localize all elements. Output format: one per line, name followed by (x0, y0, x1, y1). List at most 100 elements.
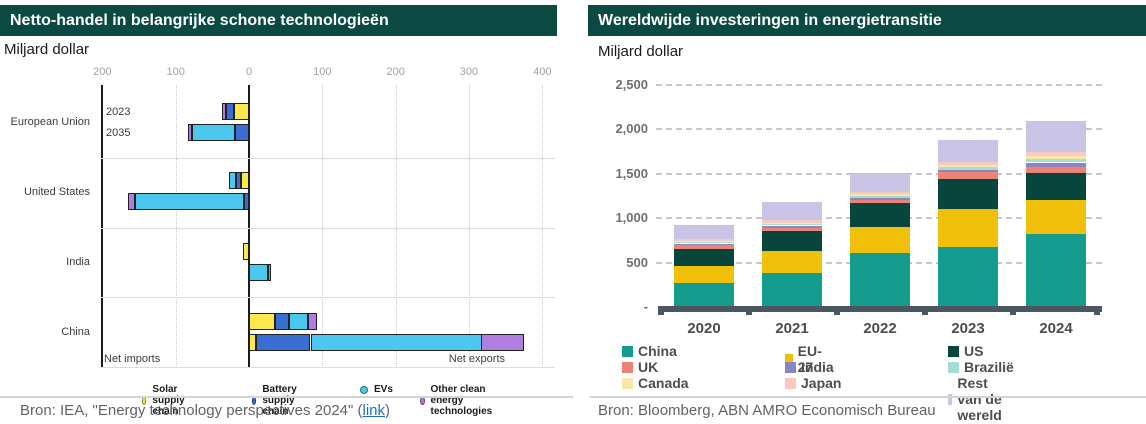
source-link[interactable]: link (362, 402, 386, 419)
stacked-segment-us (1026, 172, 1086, 200)
bar-segment-solar (249, 313, 275, 330)
stacked-segment-brazili- (850, 196, 910, 198)
bar-segment-battery (244, 193, 249, 210)
stacked-segment-canada (1026, 156, 1086, 159)
legend-label: US (964, 343, 984, 359)
x-tick-label: 200 (386, 66, 405, 78)
bar-year-label: 2035 (106, 127, 131, 139)
stacked-segment-us (850, 203, 910, 227)
stacked-segment-india (762, 226, 822, 228)
x-tick-label: 100 (313, 66, 332, 78)
right-chart-source: Bron: Bloomberg, ABN AMRO Economisch Bur… (598, 402, 936, 419)
bar-segment-battery (235, 124, 249, 141)
left-chart-plot-area: 2023 2035 Net imports Net exports (100, 85, 555, 368)
bar-segment-evs (249, 264, 268, 281)
legend-swatch-icon (622, 345, 633, 357)
stacked-segment-rest-van-de-wereld (1026, 121, 1086, 152)
stacked-segment-china (762, 273, 822, 307)
bar-segment-evs (135, 193, 244, 210)
bar-segment-other (308, 313, 317, 330)
x-category-label: 2024 (1039, 320, 1073, 337)
legend-item: Canada (622, 375, 689, 391)
bar-segment-solar (243, 243, 249, 260)
stacked-segment-eu-27 (762, 251, 822, 273)
stacked-segment-rest-van-de-wereld (762, 202, 822, 220)
vertical-gridline (175, 85, 177, 368)
legend-label: EVs (374, 384, 393, 395)
bar-segment-solar (234, 103, 249, 120)
bar-segment-solar (241, 172, 249, 189)
legend-swatch-icon (948, 393, 953, 405)
x-tick-label: 300 (459, 66, 479, 78)
legend-swatch-icon (622, 361, 633, 373)
left-source-suffix: ) (385, 402, 391, 419)
stacked-segment-brazili- (674, 242, 734, 243)
legend-swatch-icon (785, 353, 793, 365)
stacked-segment-india (1026, 163, 1086, 167)
stacked-segment-rest-van-de-wereld (674, 225, 734, 239)
stacked-segment-japan (850, 191, 910, 194)
stacked-segment-brazili- (938, 167, 998, 170)
y-tick-label: 2,000 (615, 121, 648, 136)
stacked-segment-canada (850, 194, 910, 196)
stacked-segment-eu-27 (850, 227, 910, 253)
bar-year-label: 2023 (106, 106, 131, 118)
row-separator (100, 158, 555, 159)
legend-item: EVs (360, 384, 393, 395)
stacked-segment-japan (1026, 152, 1086, 156)
stacked-segment-canada (938, 165, 998, 167)
stacked-segment-rest-van-de-wereld (938, 140, 998, 162)
legend-label: Brazilië (964, 359, 1014, 375)
stacked-segment-china (1026, 234, 1086, 307)
y-tick-label: 2,500 (615, 76, 648, 92)
x-tick-label: 100 (166, 66, 185, 78)
row-separator (100, 367, 555, 368)
category-label: European Union (10, 116, 90, 128)
bar-segment-battery (226, 103, 234, 120)
category-label: India (66, 256, 90, 268)
stacked-segment-us (762, 231, 822, 251)
left-chart-unit-label: Miljard dollar (4, 41, 90, 58)
stacked-segment-canada (762, 223, 822, 224)
legend-item: UK (622, 359, 658, 375)
legend-label: Other clean energy technologies (430, 384, 493, 417)
bar-segment-other (481, 334, 524, 351)
x-category-label: 2020 (687, 320, 721, 337)
vertical-gridline (468, 85, 470, 368)
left-source-prefix: Bron: IEA, "Energy technology perspectiv… (20, 402, 363, 419)
legend-label: China (638, 343, 677, 359)
legend-swatch-icon (948, 361, 959, 373)
x-tick-label: 0 (245, 66, 253, 78)
bar-segment-evs (229, 172, 236, 189)
bar-segment-battery (236, 172, 241, 189)
stacked-segment-uk (1026, 167, 1086, 173)
stacked-segment-india (674, 244, 734, 245)
right-divider (590, 396, 1146, 398)
net-exports-label: Net exports (448, 353, 505, 365)
legend-swatch-icon (948, 345, 959, 357)
stacked-segment-china (850, 253, 910, 307)
bar-segment-evs (289, 313, 308, 330)
net-imports-label: Net imports (104, 353, 161, 365)
right-chart-title-bar: Wereldwijde investeringen in energietran… (588, 5, 1146, 36)
left-divider (0, 396, 573, 398)
legend-label: UK (638, 359, 659, 375)
horizontal-gridline (656, 128, 1102, 130)
bar-segment-other (128, 193, 135, 210)
legend-label: Solar supply chain (152, 384, 185, 417)
x-tick-label: 400 (533, 66, 552, 78)
legend-marker-icon (360, 385, 368, 394)
stacked-segment-brazili- (762, 224, 822, 225)
legend-label: EU-27 (797, 343, 822, 375)
vertical-gridline (542, 85, 544, 368)
legend-swatch-icon (785, 361, 796, 373)
legend-item: Rest van de wereld (948, 375, 1008, 423)
x-category-label: 2023 (951, 320, 985, 337)
y-tick-label: - (643, 299, 648, 314)
axis-border-line (101, 85, 104, 368)
stacked-segment-us (674, 249, 734, 266)
stacked-segment-japan (674, 239, 734, 241)
legend-swatch-icon (622, 377, 633, 389)
right-source-text: Bron: Bloomberg, ABN AMRO Economisch Bur… (598, 402, 936, 419)
